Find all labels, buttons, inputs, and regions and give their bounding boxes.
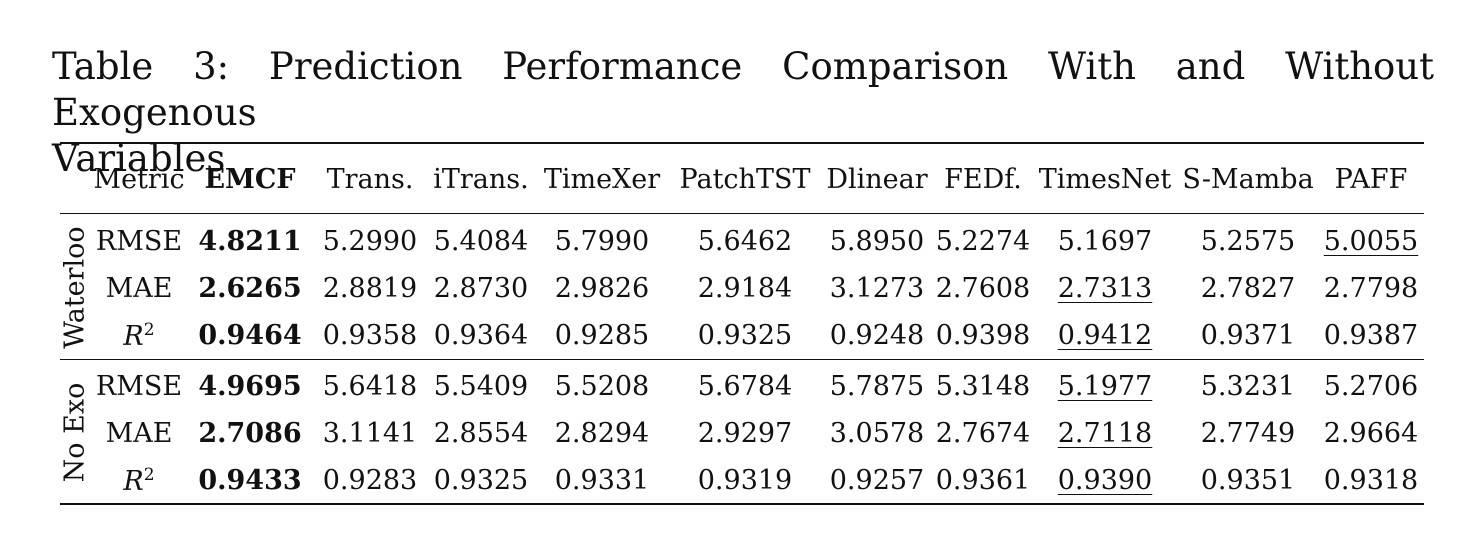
table-cell: 2.7313 [1057, 273, 1153, 304]
caption-line-1: Table 3: Prediction Performance Comparis… [52, 45, 1434, 134]
table-cell: 2.8730 [433, 273, 529, 304]
table-cell: 0.9390 [1057, 465, 1153, 496]
header-rule [60, 213, 1424, 214]
table-cell: 2.7674 [935, 418, 1031, 449]
table-cell: 0.9331 [554, 465, 650, 496]
table-cell: 2.9664 [1323, 418, 1419, 449]
table-cell: 5.4084 [433, 226, 529, 257]
table-cell: 0.9283 [322, 465, 418, 496]
table-cell: 3.1141 [322, 418, 418, 449]
caption-line-2: Variables [52, 137, 226, 180]
table-cell: 0.9257 [829, 465, 925, 496]
table-cell: 5.5409 [433, 371, 529, 402]
table-cell: 0.9361 [935, 465, 1031, 496]
table-cell: 5.2990 [322, 226, 418, 257]
table-cell: 5.7990 [554, 226, 650, 257]
table-cell: 5.1697 [1057, 226, 1153, 257]
metric-label: RMSE [95, 226, 183, 257]
top-rule [60, 142, 1424, 144]
bottom-rule [60, 503, 1424, 505]
table-cell: 5.0055 [1323, 226, 1419, 257]
column-header-timesnet: TimesNet [1038, 164, 1172, 195]
table-cell: 5.5208 [554, 371, 650, 402]
table-cell: 5.7875 [829, 371, 925, 402]
table-cell: 0.9364 [433, 320, 529, 351]
table-cell: 2.9826 [554, 273, 650, 304]
group-label-no-exo: No Exo [59, 382, 91, 482]
table-cell: 2.9184 [697, 273, 793, 304]
column-header-trans-: Trans. [326, 164, 414, 195]
table-cell: 4.8211 [198, 226, 302, 257]
table-cell: 0.9318 [1323, 465, 1419, 496]
table-cell: 0.9412 [1057, 320, 1153, 351]
table-cell: 2.7608 [935, 273, 1031, 304]
table-cell: 0.9325 [433, 465, 529, 496]
group-separator-rule [60, 359, 1424, 360]
metric-label: R2 [123, 320, 155, 352]
column-header-fedf-: FEDf. [944, 164, 1022, 195]
table-cell: 2.8819 [322, 273, 418, 304]
group-label-waterloo: Waterloo [59, 225, 91, 349]
metric-label: MAE [105, 273, 173, 304]
table-cell: 0.9285 [554, 320, 650, 351]
column-header-paff: PAFF [1334, 164, 1408, 195]
table-cell: 0.9464 [198, 320, 302, 351]
table-cell: 0.9325 [697, 320, 793, 351]
table-cell: 0.9398 [935, 320, 1031, 351]
table-cell: 2.7086 [198, 418, 302, 449]
table-cell: 3.1273 [829, 273, 925, 304]
table-cell: 0.9319 [697, 465, 793, 496]
table-cell: 5.2706 [1323, 371, 1419, 402]
table-cell: 2.7749 [1200, 418, 1296, 449]
table-cell: 5.3148 [935, 371, 1031, 402]
table-cell: 0.9358 [322, 320, 418, 351]
metric-label: RMSE [95, 371, 183, 402]
table-cell: 2.7118 [1057, 418, 1153, 449]
column-header-patchtst: PatchTST [679, 164, 811, 195]
column-header-metric: Metric [93, 164, 185, 195]
metric-label: R2 [123, 465, 155, 497]
table-cell: 5.3231 [1200, 371, 1296, 402]
table-cell: 5.6418 [322, 371, 418, 402]
table-cell: 3.0578 [829, 418, 925, 449]
column-header-timexer: TimeXer [543, 164, 661, 195]
table-cell: 2.8294 [554, 418, 650, 449]
table-header-row: Metric EMCF Trans. iTrans. TimeXer PatchTST Dl… [60, 160, 1424, 204]
table-cell: 5.8950 [829, 226, 925, 257]
metric-label: MAE [105, 418, 173, 449]
table-cell: 5.6462 [697, 226, 793, 257]
table-cell: 0.9351 [1200, 465, 1296, 496]
column-header-dlinear: Dlinear [826, 164, 928, 195]
table-cell: 0.9387 [1323, 320, 1419, 351]
table-cell: 2.8554 [433, 418, 529, 449]
table-caption: Table 3: Prediction Performance Comparis… [52, 44, 1434, 182]
table-cell: 4.9695 [198, 371, 302, 402]
table-cell: 5.2575 [1200, 226, 1296, 257]
table-cell: 2.7827 [1200, 273, 1296, 304]
table-cell: 0.9433 [198, 465, 302, 496]
table-cell: 0.9371 [1200, 320, 1296, 351]
column-header-itrans-: iTrans. [433, 164, 529, 195]
table-cell: 5.6784 [697, 371, 793, 402]
table-cell: 2.9297 [697, 418, 793, 449]
table-cell: 2.7798 [1323, 273, 1419, 304]
table-cell: 5.1977 [1057, 371, 1153, 402]
column-header-emcf: EMCF [204, 164, 296, 195]
column-header-s-mamba: S-Mamba [1182, 164, 1314, 195]
table-cell: 0.9248 [829, 320, 925, 351]
table-cell: 2.6265 [198, 273, 302, 304]
table-cell: 5.2274 [935, 226, 1031, 257]
